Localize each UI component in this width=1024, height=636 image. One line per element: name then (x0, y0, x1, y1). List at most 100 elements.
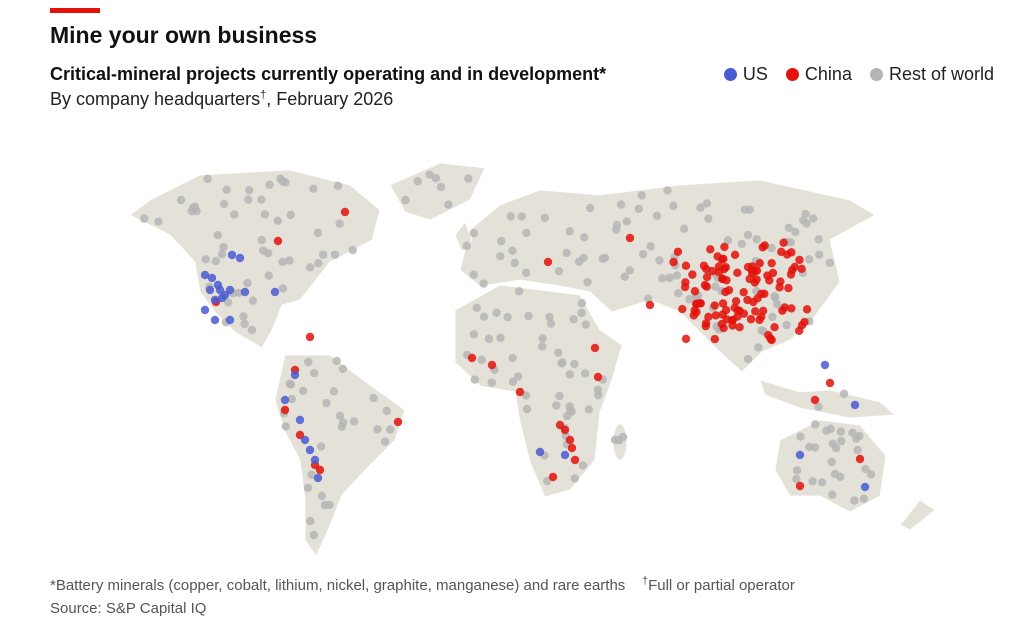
rest-of-world-project (190, 202, 200, 211)
footnote-text: *Battery minerals (copper, cobalt, lithi… (50, 577, 626, 594)
us-project (280, 395, 290, 405)
rest-of-world-project (811, 420, 820, 429)
us-project (200, 270, 210, 280)
china-project (625, 233, 635, 243)
rest-of-world-project (538, 334, 547, 343)
rest-of-world-project (770, 293, 780, 303)
china-project (645, 300, 655, 310)
china-project (560, 425, 570, 435)
rest-of-world-project (230, 210, 239, 219)
rest-of-world-project (791, 227, 800, 237)
rest-of-world-project (285, 256, 294, 265)
rest-of-world-project (792, 466, 802, 475)
rest-of-world-project (444, 200, 453, 209)
china-project (755, 315, 764, 325)
legend-label: Rest of world (888, 64, 994, 84)
rest-of-world-project (802, 219, 811, 228)
rest-of-world-project (273, 216, 283, 225)
new-zealand (899, 499, 936, 531)
rest-of-world-project (581, 320, 591, 329)
rest-of-world-project (479, 312, 489, 321)
rest-of-world-project (584, 405, 594, 414)
us-project (205, 285, 215, 295)
rest-of-world-project (674, 289, 683, 298)
rest-of-world-project (658, 274, 667, 283)
china-project (720, 242, 729, 252)
china-project (797, 264, 806, 274)
greenland (389, 162, 486, 221)
rest-of-world-project (472, 303, 481, 313)
rest-of-world-project (264, 248, 273, 258)
rest-of-world-project (696, 203, 705, 212)
rest-of-world-project (245, 185, 254, 195)
china-project (696, 299, 706, 308)
rest-of-world-project (413, 177, 423, 186)
rest-of-world-project (772, 300, 782, 309)
rest-of-world-project (808, 214, 818, 223)
rest-of-world-project (314, 259, 323, 268)
us-project (313, 473, 323, 483)
rest-of-world-project (322, 398, 331, 408)
rest-of-world-project (655, 256, 664, 265)
china-project (565, 435, 575, 445)
us-project (210, 295, 220, 305)
us-project (217, 293, 227, 303)
china-project (719, 323, 728, 333)
rest-of-world-project (248, 296, 258, 305)
rest-of-world-project (517, 212, 526, 221)
china-project (543, 257, 553, 267)
china-project (340, 207, 350, 217)
china-project (802, 305, 812, 314)
rest-of-world-project (646, 242, 655, 251)
rest-of-world-project (522, 404, 532, 414)
rest-of-world-project (580, 233, 589, 242)
china-project (810, 395, 820, 405)
rest-of-world-project (309, 368, 319, 378)
china-project (699, 261, 709, 270)
rest-of-world-project (513, 372, 523, 381)
rest-of-world-project (743, 230, 753, 240)
rest-of-world-project (581, 369, 590, 378)
rest-of-world-project (333, 181, 343, 190)
source: Source: S&P Capital IQ (50, 600, 207, 617)
rest-of-world-project (827, 457, 836, 467)
rest-of-world-project (546, 319, 556, 328)
rest-of-world-project (382, 406, 391, 416)
legend-swatch (869, 68, 883, 81)
rest-of-world-project (380, 437, 390, 446)
rest-of-world-project (338, 418, 348, 427)
us-project (227, 250, 237, 260)
rest-of-world-project (702, 199, 712, 208)
rest-of-world-project (338, 364, 348, 374)
china-project (825, 378, 835, 388)
china-project (706, 245, 715, 254)
rest-of-world-project (784, 223, 793, 233)
rest-of-world-project (679, 224, 689, 233)
rest-of-world-project (757, 326, 766, 335)
rest-of-world-project (796, 432, 805, 441)
rest-of-world-project (866, 470, 876, 479)
china-project (719, 254, 728, 263)
legend-label: China (804, 64, 852, 84)
rest-of-world-project (469, 270, 478, 279)
china-project (855, 454, 865, 464)
rest-of-world-project (839, 389, 849, 399)
rest-of-world-project (306, 516, 315, 526)
rest-of-world-project (814, 250, 824, 259)
rest-of-world-project (522, 268, 531, 277)
rest-of-world-project (583, 277, 592, 287)
rest-of-world-project (542, 476, 552, 486)
rest-of-world-project (240, 319, 249, 329)
rest-of-world-project (484, 334, 494, 343)
china-project (758, 243, 767, 252)
rest-of-world-project (637, 191, 646, 200)
rest-of-world-project (565, 370, 574, 379)
rest-of-world-project (859, 494, 869, 503)
rest-of-world-project (737, 239, 746, 249)
rest-of-world-project (211, 256, 221, 266)
rest-of-world-project (278, 257, 287, 267)
rest-of-world-project (524, 311, 533, 321)
rest-of-world-project (219, 242, 228, 252)
rest-of-world-project (496, 236, 506, 246)
